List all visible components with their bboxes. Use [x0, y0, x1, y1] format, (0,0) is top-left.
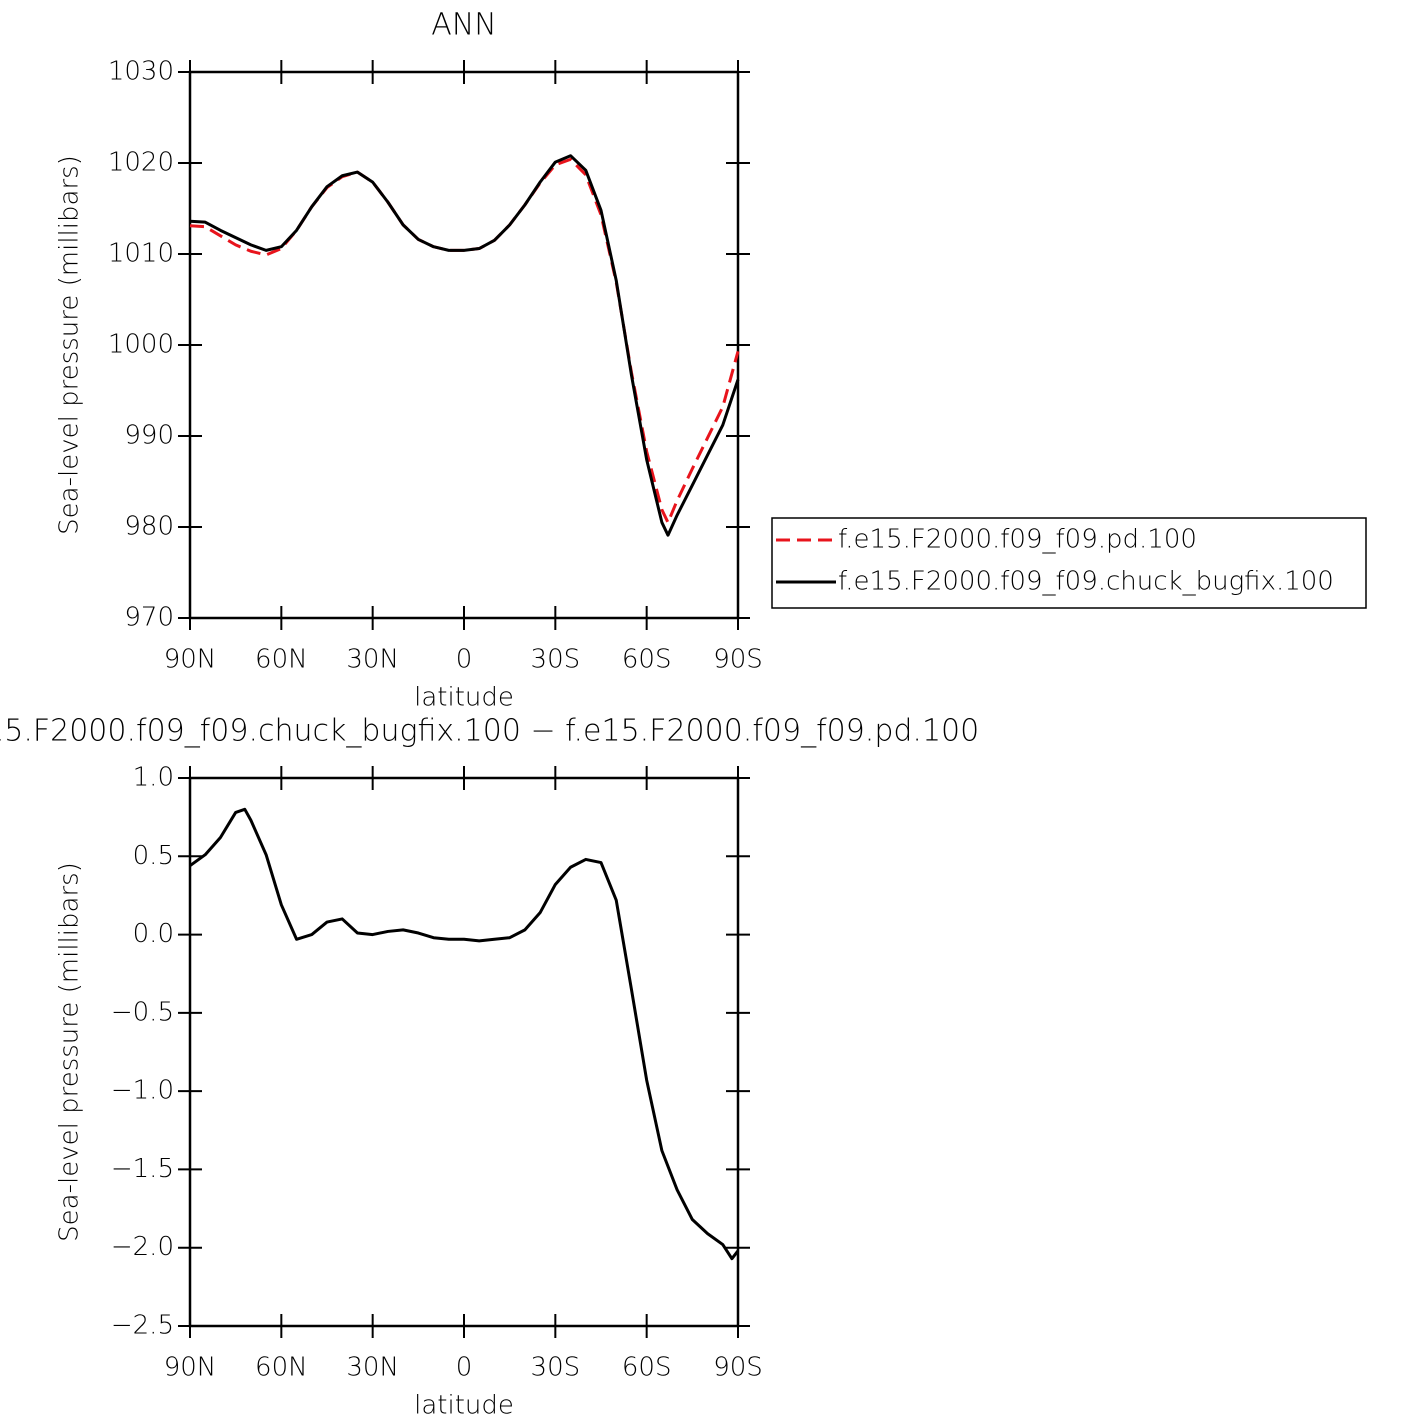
y-tick-label: −1.0	[111, 1076, 174, 1106]
x-tick-label: 60N	[255, 1353, 308, 1383]
legend-box	[771, 517, 1367, 609]
y-tick-label: 1020	[108, 148, 174, 178]
y-tick-label: 0.5	[133, 841, 174, 871]
y-tick-label: 970	[124, 603, 174, 633]
x-tick-label: 60S	[622, 645, 672, 675]
plot-frame	[188, 776, 740, 1328]
x-tick-label: 0	[456, 645, 473, 675]
x-axis-label: latitude	[414, 1391, 514, 1421]
data-line	[189, 807, 740, 1261]
x-tick-label: 30S	[531, 1353, 581, 1383]
y-tick-label: −2.0	[111, 1232, 174, 1262]
x-tick-label: 30N	[346, 645, 399, 675]
legend-label: f.e15.F2000.f09_f09.pd.100	[838, 525, 1197, 555]
x-tick-label: 90S	[713, 1353, 763, 1383]
y-tick-label: 1010	[108, 239, 174, 269]
plot-frame	[188, 70, 740, 620]
y-tick-label: 1030	[108, 57, 174, 87]
x-tick-label: 60N	[255, 645, 308, 675]
x-tick-label: 90N	[164, 645, 217, 675]
data-line	[189, 154, 740, 537]
x-axis-label: latitude	[414, 683, 514, 713]
y-tick-label: 0.0	[133, 919, 174, 949]
x-tick-label: 30S	[531, 645, 581, 675]
y-tick-label: −2.5	[111, 1311, 174, 1341]
x-tick-label: 90S	[713, 645, 763, 675]
y-tick-label: 980	[124, 512, 174, 542]
y-tick-label: 1000	[108, 330, 174, 360]
y-tick-label: −0.5	[111, 997, 174, 1027]
x-tick-label: 60S	[622, 1353, 672, 1383]
chart-title: f.e15.F2000.f09_f09.chuck_bugfix.100 − f…	[0, 714, 979, 749]
y-tick-label: 990	[124, 421, 174, 451]
legend-label: f.e15.F2000.f09_f09.chuck_bugfix.100	[838, 567, 1334, 597]
x-tick-label: 0	[456, 1353, 473, 1383]
x-tick-label: 90N	[164, 1353, 217, 1383]
x-tick-label: 30N	[346, 1353, 399, 1383]
y-axis-label: Sea-level pressure (millibars)	[55, 155, 85, 535]
y-tick-label: 1.0	[133, 763, 174, 793]
data-line	[189, 157, 740, 524]
y-tick-label: −1.5	[111, 1154, 174, 1184]
chart-title: ANN	[431, 8, 496, 43]
y-axis-label: Sea-level pressure (millibars)	[55, 862, 85, 1242]
